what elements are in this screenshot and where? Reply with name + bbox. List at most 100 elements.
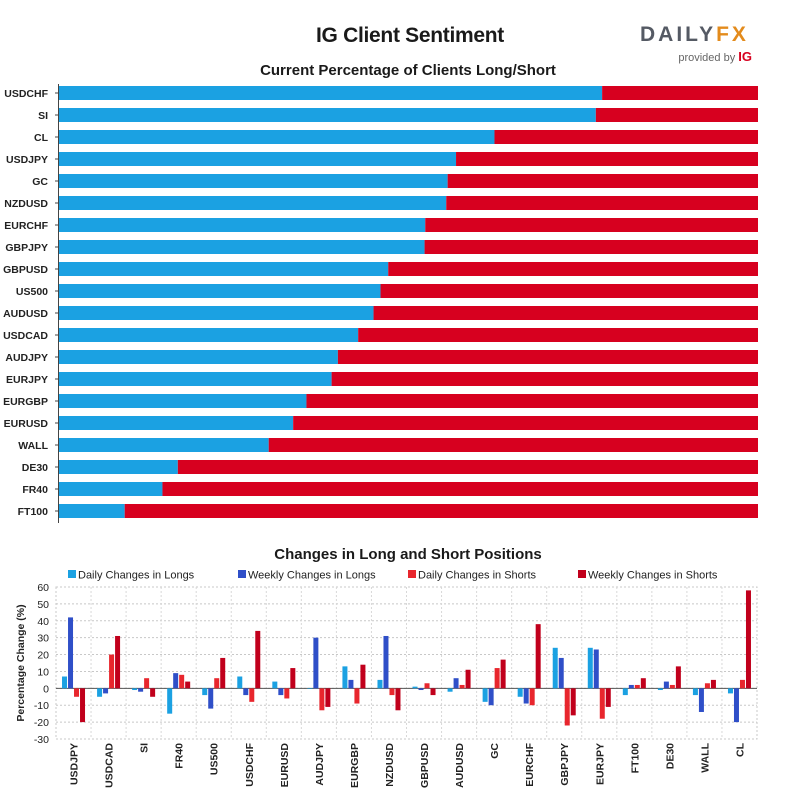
x-category-label: DE30 bbox=[664, 743, 676, 769]
sentiment-chart-title: Current Percentage of Clients Long/Short bbox=[260, 62, 556, 79]
category-label: AUDUSD bbox=[3, 308, 48, 320]
change-bar bbox=[62, 676, 68, 689]
change-bar bbox=[354, 688, 360, 704]
y-tick-label: 0 bbox=[43, 683, 49, 695]
short-bar bbox=[602, 86, 758, 100]
change-bar bbox=[535, 624, 541, 689]
logo-tagline: provided by IG bbox=[640, 49, 752, 64]
long-bar bbox=[59, 482, 163, 496]
short-bar bbox=[268, 438, 758, 452]
legend-swatch bbox=[238, 570, 246, 578]
change-bar bbox=[167, 688, 173, 714]
short-bar bbox=[425, 218, 758, 232]
category-label: NZDUSD bbox=[4, 198, 48, 210]
y-tick-label: 30 bbox=[37, 633, 49, 645]
legend-label: Daily Changes in Shorts bbox=[418, 570, 537, 582]
change-bar bbox=[657, 688, 663, 691]
logo-tagline-text: provided by bbox=[678, 52, 736, 64]
change-bar bbox=[150, 688, 156, 697]
category-label: WALL bbox=[18, 440, 48, 452]
change-bar bbox=[517, 688, 523, 697]
change-bar bbox=[377, 679, 383, 689]
x-category-label: FR40 bbox=[174, 743, 186, 769]
change-bar bbox=[698, 688, 704, 712]
y-tick-label: 40 bbox=[37, 616, 49, 628]
category-label: USDJPY bbox=[6, 154, 48, 166]
category-label: US500 bbox=[16, 286, 48, 298]
change-bar bbox=[459, 684, 465, 689]
page-title: IG Client Sentiment bbox=[316, 24, 504, 47]
logo-wordmark-fx: FX bbox=[716, 23, 749, 46]
change-bar bbox=[552, 647, 558, 689]
change-bar bbox=[272, 681, 278, 689]
x-category-label: AUDJPY bbox=[314, 743, 326, 786]
sentiment-bar-chart: USDCHF SI CL USDJPY GC NZDUSD EURCHF GBPJPY GBPU… bbox=[3, 84, 759, 523]
category-label: AUDJPY bbox=[5, 352, 48, 364]
logo-wordmark-daily: DAILY bbox=[640, 23, 717, 46]
change-bar bbox=[103, 688, 109, 694]
change-bar bbox=[482, 688, 488, 702]
long-bar bbox=[59, 328, 359, 342]
change-bar bbox=[704, 683, 710, 689]
x-category-label: EURGBP bbox=[349, 743, 361, 788]
change-bar bbox=[430, 688, 436, 696]
change-bar bbox=[313, 637, 319, 689]
long-bar bbox=[59, 306, 374, 320]
change-bar bbox=[325, 688, 331, 707]
y-tick-label: -20 bbox=[34, 717, 49, 729]
change-bar bbox=[453, 678, 459, 689]
change-bar bbox=[115, 635, 121, 689]
short-bar bbox=[494, 130, 758, 144]
long-bar bbox=[59, 262, 389, 276]
category-label: CL bbox=[34, 132, 49, 144]
change-bar bbox=[628, 684, 634, 689]
short-bar bbox=[456, 152, 758, 166]
change-bar bbox=[202, 688, 208, 696]
category-label: DE30 bbox=[22, 462, 48, 474]
change-bar bbox=[383, 635, 389, 689]
change-bar bbox=[622, 688, 628, 696]
long-bar bbox=[59, 504, 125, 518]
change-bar bbox=[249, 688, 255, 702]
change-bar bbox=[605, 688, 611, 707]
change-bar bbox=[237, 676, 243, 689]
change-bar bbox=[599, 688, 605, 719]
y-tick-label: 10 bbox=[37, 666, 49, 678]
change-bar bbox=[692, 688, 698, 696]
change-bar bbox=[208, 688, 214, 709]
dailyfx-logo: DAILYFX provided by IG bbox=[640, 23, 752, 65]
legend-label: Weekly Changes in Longs bbox=[248, 570, 376, 582]
long-bar bbox=[59, 438, 269, 452]
category-label: FR40 bbox=[22, 484, 48, 496]
change-bar bbox=[412, 686, 418, 689]
change-bar bbox=[243, 688, 249, 696]
x-category-label: USDCHF bbox=[244, 742, 256, 786]
long-bar bbox=[59, 416, 294, 430]
short-bar bbox=[380, 284, 758, 298]
legend-swatch bbox=[578, 570, 586, 578]
y-tick-label: 60 bbox=[37, 582, 49, 594]
category-label: SI bbox=[38, 110, 48, 122]
x-category-label: US500 bbox=[209, 743, 221, 775]
long-bar bbox=[59, 394, 307, 408]
category-label: GC bbox=[32, 176, 48, 188]
ig-brand-mark: IG bbox=[738, 49, 752, 64]
change-bar bbox=[523, 688, 529, 704]
change-bar bbox=[570, 688, 576, 716]
change-bar bbox=[109, 654, 115, 689]
x-category-label: EURCHF bbox=[524, 742, 536, 786]
change-bar bbox=[278, 688, 284, 696]
change-bar bbox=[640, 678, 646, 689]
change-bar bbox=[745, 590, 751, 689]
x-category-label: USDCAD bbox=[104, 743, 116, 788]
change-bar bbox=[558, 657, 564, 689]
category-label: GBPUSD bbox=[3, 264, 48, 276]
change-bar bbox=[710, 679, 716, 689]
change-bar bbox=[727, 688, 733, 694]
change-bar bbox=[220, 657, 226, 689]
change-bar bbox=[342, 666, 348, 689]
change-bar bbox=[185, 681, 191, 689]
y-tick-label: -30 bbox=[34, 734, 49, 746]
change-bar bbox=[587, 647, 593, 689]
